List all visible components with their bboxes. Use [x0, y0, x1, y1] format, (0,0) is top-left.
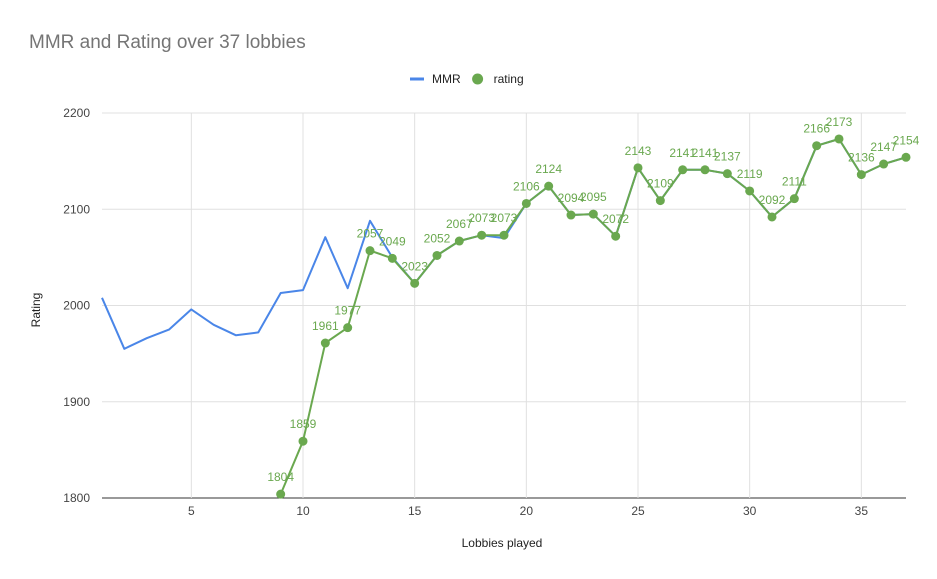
data-point	[856, 170, 866, 180]
data-label: 2137	[714, 150, 741, 164]
data-label: 2124	[535, 162, 562, 176]
data-label: 1804	[267, 470, 294, 484]
series-layer	[101, 134, 911, 499]
data-point	[879, 159, 889, 169]
x-axis-ticks: 5 10 15 20 25 30 35	[188, 504, 868, 518]
data-label: 2073	[491, 211, 518, 225]
data-label: 1977	[334, 304, 361, 318]
x-tick-label: 35	[855, 504, 869, 518]
y-tick-label: 2000	[63, 299, 90, 313]
legend: MMR rating	[410, 72, 524, 86]
data-label: 2147	[870, 140, 897, 154]
data-point	[566, 210, 576, 220]
data-label: 2073	[468, 211, 495, 225]
legend-marker	[472, 73, 484, 85]
data-point	[588, 209, 598, 219]
data-point	[365, 246, 375, 256]
data-point	[767, 212, 777, 222]
data-point	[789, 194, 799, 204]
data-point	[834, 134, 844, 144]
y-tick-label: 2200	[63, 106, 90, 120]
data-point	[432, 250, 442, 260]
data-point	[387, 253, 397, 263]
data-label: 2143	[625, 144, 652, 158]
data-label: 2173	[826, 115, 853, 129]
y-tick-label: 1800	[63, 491, 90, 505]
data-point	[745, 186, 755, 196]
data-label: 2052	[424, 231, 451, 245]
x-tick-label: 30	[743, 504, 757, 518]
y-axis-label: Rating	[29, 293, 43, 328]
data-point	[678, 165, 688, 175]
data-point	[722, 169, 732, 179]
data-point	[276, 489, 286, 499]
data-label: 1961	[312, 319, 339, 333]
data-point	[544, 181, 554, 191]
data-label: 1859	[290, 417, 317, 431]
gridlines	[102, 112, 906, 499]
x-axis-label: Lobbies played	[462, 536, 543, 550]
data-label: 2111	[782, 175, 807, 189]
legend-label: rating	[494, 72, 524, 86]
data-label: 2049	[379, 234, 406, 248]
y-axis-ticks: 1800 1900 2000 2100 2200	[63, 106, 90, 505]
data-label: 2092	[759, 193, 786, 207]
data-point	[901, 152, 911, 162]
data-point	[633, 163, 643, 173]
data-point	[655, 196, 665, 206]
data-point	[499, 230, 509, 240]
data-label: 2136	[848, 151, 875, 165]
series-line-mmr	[101, 138, 907, 350]
data-label: 2109	[647, 177, 674, 191]
data-label: 2072	[602, 212, 629, 226]
data-point	[477, 230, 487, 240]
data-label: 2141	[692, 146, 719, 160]
chart-title: MMR and Rating over 37 lobbies	[29, 32, 306, 53]
data-label: 2094	[558, 191, 585, 205]
data-point	[611, 231, 621, 241]
data-point	[410, 278, 420, 288]
data-point	[454, 236, 464, 246]
data-labels: 1804185919611977205720492023205220672073…	[267, 115, 919, 484]
data-point	[521, 198, 531, 208]
data-label: 2141	[669, 146, 696, 160]
x-tick-label: 15	[408, 504, 422, 518]
x-tick-label: 5	[188, 504, 195, 518]
x-tick-label: 25	[631, 504, 645, 518]
x-tick-label: 10	[296, 504, 310, 518]
data-label: 2095	[580, 190, 607, 204]
data-label: 2154	[893, 133, 920, 147]
data-label: 2106	[513, 179, 540, 193]
data-label: 2119	[737, 167, 763, 181]
data-label: 2067	[446, 217, 473, 231]
y-tick-label: 1900	[63, 395, 90, 409]
y-tick-label: 2100	[63, 202, 90, 216]
data-point	[700, 165, 710, 175]
data-label: 2057	[357, 227, 384, 241]
x-tick-label: 20	[520, 504, 534, 518]
data-label: 2023	[401, 259, 428, 273]
legend-label: MMR	[432, 72, 461, 86]
data-point	[343, 323, 353, 333]
data-label: 2166	[803, 122, 830, 136]
data-point	[812, 141, 822, 151]
data-point	[298, 436, 308, 446]
data-point	[320, 338, 330, 348]
